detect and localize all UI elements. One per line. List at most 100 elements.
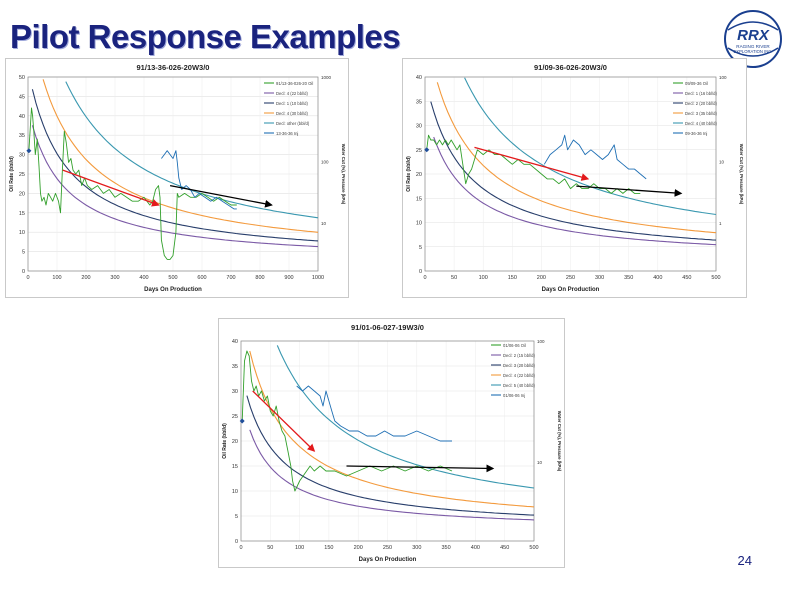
chart-1-legend-label: 13-36-36 Inj — [276, 131, 298, 136]
chart-2-ytick-label: 25 — [416, 148, 422, 154]
chart-1-ytick-label: 10 — [19, 230, 25, 236]
chart-2-legend-label: 09-36-36 Inj — [685, 131, 707, 136]
chart-panel-3: 91/01-06-027-19W3/0 0 5 10 15 20 25 30 35 40 0 50 10… — [218, 318, 565, 568]
company-logo: RRX RAGING RIVER EXPLORATION INC. — [724, 10, 782, 68]
chart-2-xtick-label: 250 — [566, 275, 575, 281]
chart-3-ytick-label: 15 — [232, 464, 238, 470]
chart-1-start-marker — [26, 148, 32, 154]
chart-1-xtick-label: 1000 — [312, 275, 324, 281]
chart-3-legend-label: Decl: 4 (22 bbl/d) — [503, 373, 535, 378]
chart-2-trend-arrow — [474, 146, 590, 181]
chart-2-pressure-series — [543, 134, 647, 180]
chart-3-ytick-label: 20 — [232, 439, 238, 445]
chart-3-xtick-label: 350 — [442, 545, 451, 551]
chart-2-xtick-label: 150 — [508, 275, 517, 281]
chart-3-legend-label: Decl: 2 (15 bbl/d) — [503, 353, 535, 358]
chart-1-pressure-series — [161, 150, 237, 210]
chart-3-title: 91/01-06-027-19W3/0 — [351, 323, 424, 332]
chart-1-decline-curve — [31, 89, 319, 242]
chart-2-ytick-label: 35 — [416, 99, 422, 105]
chart-2-xlabel: Days On Production — [542, 287, 600, 293]
chart-3-legend-label: Decl: 3 (20 bbl/d) — [503, 363, 535, 368]
chart-1-y2label: Water Cut (%), Pressure (kPa) — [341, 144, 346, 205]
chart-3-trend-arrow — [346, 464, 495, 473]
chart-3-xtick-label: 200 — [354, 545, 363, 551]
chart-3-ytick-label: 5 — [235, 514, 238, 520]
chart-2-legend-label: 09/09-36 Oil — [685, 81, 708, 86]
chart-1-xtick-label: 0 — [26, 275, 29, 281]
chart-3-legend-label: Decl: 5 (40 bbl/d) — [503, 383, 535, 388]
chart-2-decline-curve — [430, 101, 717, 241]
chart-2-xtick-label: 200 — [537, 275, 546, 281]
chart-3-decline-curve — [249, 350, 535, 508]
chart-3-decline-curve — [249, 429, 535, 521]
chart-3-xlabel: Days On Production — [359, 557, 417, 563]
chart-2-legend-label: Decl: 4 (40 bbl/d) — [685, 121, 717, 126]
chart-2-decline-curve — [464, 77, 717, 216]
chart-1-ytick-label: 30 — [19, 153, 25, 159]
chart-1-legend-label: Decl: 1 (10 bbl/d) — [276, 101, 308, 106]
chart-2-oil-series — [426, 134, 641, 194]
chart-2-trend-arrow — [576, 185, 683, 197]
chart-1-decline-curve — [65, 81, 319, 219]
chart-1-ytick-label: 20 — [19, 191, 25, 197]
chart-3-plot-frame — [240, 340, 535, 542]
chart-2-decline-curve — [436, 82, 717, 234]
chart-1-ytick-label: 25 — [19, 172, 25, 178]
chart-1-ytick-label: 40 — [19, 114, 25, 120]
chart-1-xlabel: Days On Production — [144, 287, 202, 293]
logo-sub-text-1: RAGING RIVER — [736, 44, 770, 49]
chart-1-ytick-label: 50 — [19, 75, 25, 81]
chart-3-xtick-label: 400 — [471, 545, 480, 551]
chart-2-title: 91/09-36-026-20W3/0 — [534, 63, 607, 72]
chart-1-decline-curve — [42, 79, 319, 233]
chart-2-xtick-label: 400 — [653, 275, 662, 281]
chart-3-y2tick-label: 100 — [537, 339, 545, 344]
chart-2-legend-label: Decl: 3 (35 bbl/d) — [685, 111, 717, 116]
chart-1-plot-frame — [27, 76, 319, 272]
chart-2-ylabel: Oil Rate (bbl/d) — [406, 156, 412, 192]
chart-3-xtick-label: 150 — [324, 545, 333, 551]
chart-1-y2tick-label: 100 — [321, 159, 329, 164]
chart-3-xtick-label: 100 — [295, 545, 304, 551]
chart-2-xtick-label: 450 — [682, 275, 691, 281]
chart-2-ytick-label: 5 — [419, 245, 422, 251]
chart-2-ytick-label: 30 — [416, 124, 422, 130]
chart-1-ytick-label: 5 — [22, 250, 25, 256]
chart-1-y2tick-label: 10 — [321, 221, 327, 226]
chart-1-xtick-label: 400 — [139, 275, 148, 281]
chart-3-legend-label: 01/06-06 Oil — [503, 343, 526, 348]
chart-1-xtick-label: 800 — [255, 275, 264, 281]
chart-2-y2tick-label: 10 — [719, 159, 725, 164]
chart-2-start-marker — [424, 147, 430, 153]
chart-3-legend-label: 01/06-06 Inj — [503, 393, 525, 398]
chart-2-ytick-label: 20 — [416, 172, 422, 178]
chart-3-y2tick-label: 10 — [537, 460, 543, 465]
chart-3-ytick-label: 30 — [232, 389, 238, 395]
chart-2-legend-label: Decl: 1 (16 bbl/d) — [685, 91, 717, 96]
chart-1-title: 91/13-36-026-20W3/0 — [137, 63, 210, 72]
chart-2-legend-label: Decl: 2 (20 bbl/d) — [685, 101, 717, 106]
page-number: 24 — [737, 553, 752, 568]
chart-1-trend-arrow — [169, 185, 273, 208]
chart-3-ylabel: Oil Rate (bbl/d) — [222, 423, 228, 459]
chart-1-xtick-label: 600 — [197, 275, 206, 281]
chart-2-y2label: Water Cut (%), Pressure (kPa) — [739, 144, 744, 205]
chart-1-legend-label: Decl: other (bbl/d) — [276, 121, 310, 126]
chart-1-xtick-label: 500 — [168, 275, 177, 281]
chart-1-ylabel: Oil Rate (bbl/d) — [9, 156, 15, 192]
chart-2-y2tick-label: 1 — [719, 221, 722, 226]
chart-2-decline-curve — [433, 136, 717, 246]
chart-1-ytick-label: 15 — [19, 211, 25, 217]
chart-2-xtick-label: 300 — [595, 275, 604, 281]
chart-1-ytick-label: 0 — [22, 269, 25, 275]
logo-main-text: RRX — [737, 27, 770, 44]
chart-3-ytick-label: 40 — [232, 339, 238, 345]
chart-2-xtick-label: 0 — [423, 275, 426, 281]
chart-3-trend-arrow — [252, 390, 316, 452]
chart-2-xtick-label: 100 — [479, 275, 488, 281]
chart-1-trend-arrow — [62, 169, 160, 207]
chart-3-oil-series — [241, 350, 453, 492]
